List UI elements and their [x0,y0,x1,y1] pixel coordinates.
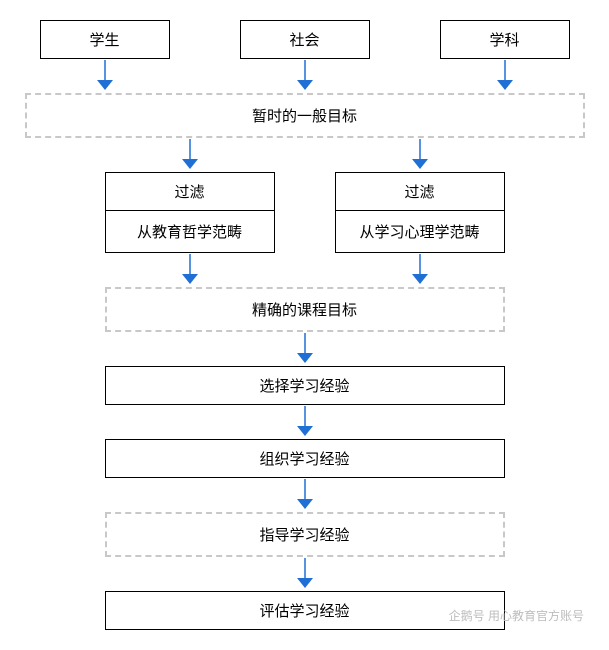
step-box-select: 选择学习经验 [105,366,505,405]
arrow-down-icon [105,138,275,172]
filter-head: 过滤 [106,173,274,211]
step-box-organize: 组织学习经验 [105,439,505,478]
arrow-down-icon [335,138,505,172]
filter-body: 从教育哲学范畴 [106,211,274,252]
arrow-down-icon [440,59,570,93]
arrow-row-3 [15,253,594,287]
step-box-guide: 指导学习经验 [105,512,505,557]
arrow-down-icon [296,405,314,439]
step-box-evaluate: 评估学习经验 [105,591,505,630]
tentative-goal-box: 暂时的一般目标 [25,93,585,138]
filter-box-psychology: 过滤 从学习心理学范畴 [335,172,505,253]
arrow-down-icon [296,478,314,512]
source-box-student: 学生 [40,20,170,59]
sources-row: 学生 社会 学科 [15,20,594,59]
filter-box-philosophy: 过滤 从教育哲学范畴 [105,172,275,253]
arrow-down-icon [40,59,170,93]
arrow-down-icon [335,253,505,287]
filter-head: 过滤 [336,173,504,211]
filters-row: 过滤 从教育哲学范畴 过滤 从学习心理学范畴 [15,172,594,253]
filter-body: 从学习心理学范畴 [336,211,504,252]
arrow-down-icon [296,557,314,591]
arrow-down-icon [105,253,275,287]
source-box-subject: 学科 [440,20,570,59]
precise-goal-box: 精确的课程目标 [105,287,505,332]
arrow-row-1 [15,59,594,93]
source-box-society: 社会 [240,20,370,59]
arrow-down-icon [296,332,314,366]
flowchart-container: 学生 社会 学科 暂时的一般目标 过滤 从教育哲学范畴 过滤 从学习心理学范畴 … [15,20,594,630]
arrow-row-2 [15,138,594,172]
arrow-down-icon [240,59,370,93]
